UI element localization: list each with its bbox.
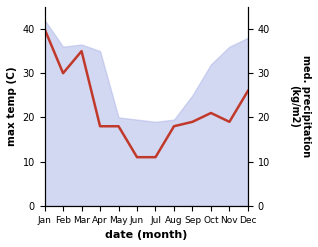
Y-axis label: max temp (C): max temp (C) (7, 66, 17, 146)
Y-axis label: med. precipitation
(kg/m2): med. precipitation (kg/m2) (289, 55, 311, 157)
X-axis label: date (month): date (month) (105, 230, 187, 240)
